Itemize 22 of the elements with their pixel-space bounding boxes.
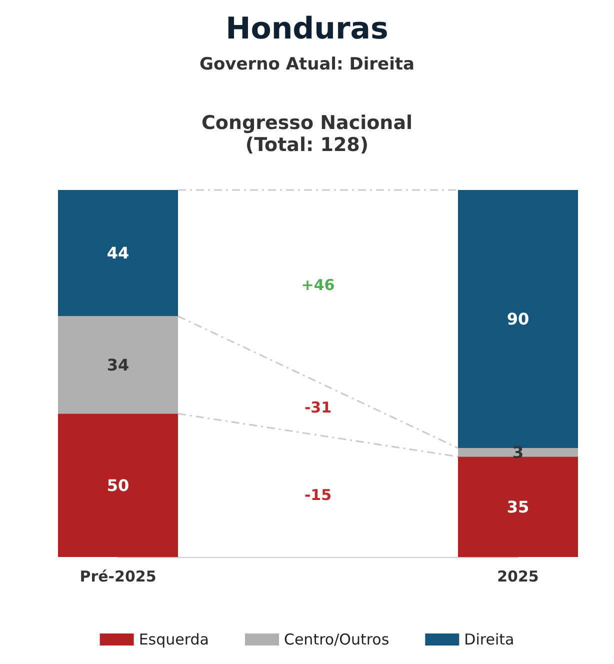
data-label: 3 [512,442,524,462]
legend-label: Direita [464,630,514,648]
data-label: 90 [506,310,530,329]
data-label: 44 [106,244,130,263]
data-label: 34 [106,355,130,374]
bar [458,448,578,457]
chart-title: Honduras [226,12,388,46]
chart-subtitle: Governo Atual: Direita [199,54,415,74]
text: Congresso Nacional (Total: 128) [201,112,413,156]
data-label: 50 [106,476,130,495]
bar [58,316,178,414]
bar [58,414,178,557]
bar [58,190,178,316]
annotation: -31 [304,398,332,417]
annotation: +46 [301,276,335,294]
bar [458,456,578,557]
legend-label: Esquerda [138,630,209,648]
annotation: -15 [304,486,332,504]
data-label: 35 [506,497,530,516]
x-tick-label: 2025 [497,568,539,586]
legend-label: Centro/Outros [284,630,390,648]
x-tick-label: Pré-2025 [80,568,156,586]
